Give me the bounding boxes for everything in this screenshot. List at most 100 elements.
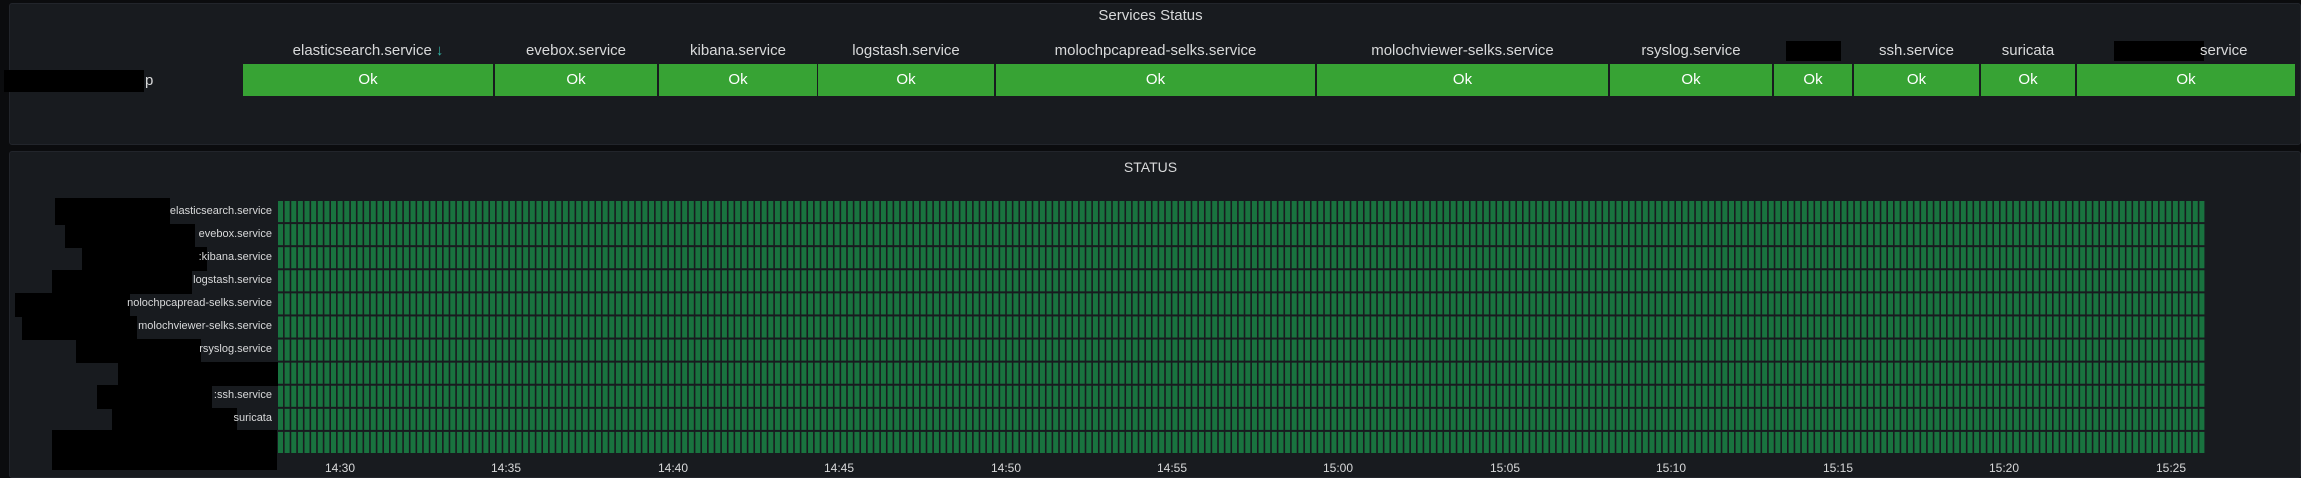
status-cell[interactable] <box>1881 247 1887 269</box>
status-cell[interactable] <box>536 339 542 361</box>
status-cell[interactable] <box>1245 408 1251 430</box>
status-cell[interactable] <box>364 408 370 430</box>
status-cell[interactable] <box>1092 431 1098 453</box>
status-cell[interactable] <box>1066 270 1072 292</box>
status-cell[interactable] <box>1993 293 2000 315</box>
status-cell[interactable] <box>781 316 787 338</box>
status-cell[interactable] <box>1311 224 1317 246</box>
status-cell[interactable] <box>456 316 462 338</box>
status-cell[interactable] <box>986 385 992 407</box>
status-cell[interactable] <box>1450 431 1456 453</box>
status-cell[interactable] <box>1662 247 1668 269</box>
status-cell[interactable] <box>708 316 714 338</box>
status-cell[interactable] <box>1450 316 1456 338</box>
column-header-molochviewer[interactable]: molochviewer-selks.service <box>1371 42 1554 59</box>
status-cell[interactable] <box>430 408 436 430</box>
status-cell[interactable] <box>384 385 390 407</box>
status-cell[interactable] <box>1437 201 1443 223</box>
status-cell[interactable] <box>602 224 608 246</box>
status-cell[interactable] <box>456 201 462 223</box>
status-cell[interactable] <box>278 362 284 384</box>
status-cell[interactable] <box>1106 431 1112 453</box>
status-cell[interactable] <box>821 316 827 338</box>
status-cell[interactable] <box>1000 339 1006 361</box>
status-cell[interactable] <box>2126 201 2132 223</box>
status-cell[interactable] <box>417 362 423 384</box>
status-cell[interactable] <box>1636 316 1642 338</box>
status-cell[interactable] <box>2153 224 2159 246</box>
status-cell[interactable] <box>1404 408 1410 430</box>
status-cell[interactable] <box>728 431 734 453</box>
status-cell[interactable] <box>1417 224 1423 246</box>
status-cell[interactable] <box>496 247 502 269</box>
status-cell[interactable] <box>1258 408 1264 430</box>
status-cell[interactable] <box>2066 431 2072 453</box>
status-cell[interactable] <box>2119 385 2125 407</box>
status-cell[interactable] <box>642 362 648 384</box>
status-cell[interactable] <box>894 224 900 246</box>
status-cell[interactable] <box>1463 362 1469 384</box>
status-cell[interactable] <box>350 339 356 361</box>
status-cell[interactable] <box>1497 339 1503 361</box>
status-cell[interactable] <box>2133 431 2139 453</box>
status-cell[interactable] <box>728 247 734 269</box>
status-cell[interactable] <box>1987 339 1993 361</box>
status-cell[interactable] <box>1974 224 1980 246</box>
status-cell[interactable] <box>1576 385 1582 407</box>
status-cell[interactable] <box>1331 362 1337 384</box>
status-cell[interactable] <box>2119 201 2125 223</box>
status-cell[interactable] <box>1404 247 1410 269</box>
status-cell[interactable] <box>1914 247 1920 269</box>
status-cell[interactable] <box>708 270 714 292</box>
status-cell[interactable] <box>317 316 323 338</box>
status-cell[interactable] <box>1781 201 1787 223</box>
status-cell[interactable] <box>2080 293 2086 315</box>
status-cell[interactable] <box>470 201 476 223</box>
status-cell[interactable] <box>317 408 323 430</box>
status-cell[interactable] <box>1139 339 1145 361</box>
status-cell-elasticsearch[interactable]: Ok <box>243 64 493 96</box>
status-cell[interactable] <box>1225 201 1231 223</box>
status-cell[interactable] <box>629 339 635 361</box>
status-cell[interactable] <box>1934 316 1940 338</box>
status-cell[interactable] <box>2172 316 2178 338</box>
status-cell[interactable] <box>702 247 708 269</box>
status-cell[interactable] <box>1424 247 1430 269</box>
status-cell[interactable] <box>1901 362 1907 384</box>
status-cell[interactable] <box>2126 224 2132 246</box>
status-cell[interactable] <box>1126 247 1132 269</box>
status-cell[interactable] <box>1112 385 1118 407</box>
status-cell[interactable] <box>768 201 774 223</box>
status-cell[interactable] <box>847 270 853 292</box>
status-cell-logstash[interactable]: Ok <box>818 64 994 96</box>
status-cell[interactable] <box>1377 293 1383 315</box>
status-cell[interactable] <box>1205 247 1211 269</box>
status-cell[interactable] <box>748 270 754 292</box>
status-cell[interactable] <box>1834 362 1841 384</box>
status-cell[interactable] <box>635 339 641 361</box>
status-cell[interactable] <box>496 385 502 407</box>
status-cell[interactable] <box>695 385 701 407</box>
status-cell[interactable] <box>1669 408 1675 430</box>
status-cell[interactable] <box>443 408 449 430</box>
status-cell[interactable] <box>973 201 979 223</box>
status-cell[interactable] <box>1384 316 1390 338</box>
status-cell[interactable] <box>1781 385 1787 407</box>
status-cell[interactable] <box>1530 247 1536 269</box>
status-cell[interactable] <box>1271 385 1277 407</box>
status-cell[interactable] <box>1841 362 1847 384</box>
status-cell[interactable] <box>1490 316 1496 338</box>
status-cell[interactable] <box>1066 201 1072 223</box>
status-cell[interactable] <box>1841 247 1847 269</box>
status-cell[interactable] <box>1404 385 1410 407</box>
status-cell[interactable] <box>291 270 297 292</box>
status-cell[interactable] <box>1391 201 1397 223</box>
status-cell[interactable] <box>1377 201 1383 223</box>
status-cell[interactable] <box>1821 385 1827 407</box>
status-cell[interactable] <box>947 316 953 338</box>
status-cell[interactable] <box>1642 224 1648 246</box>
status-cell[interactable] <box>357 385 363 407</box>
status-cell[interactable] <box>350 201 356 223</box>
status-cell[interactable] <box>1927 270 1933 292</box>
status-cell[interactable] <box>2199 270 2205 292</box>
